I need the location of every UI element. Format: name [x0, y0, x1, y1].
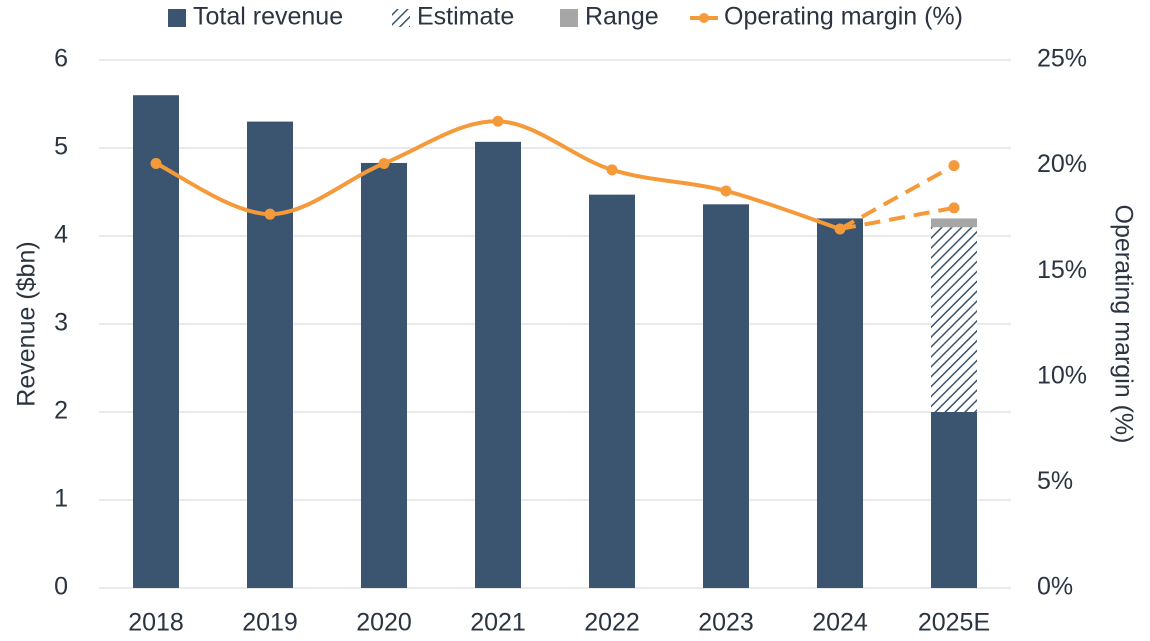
- legend-label: Total revenue: [193, 3, 343, 31]
- legend-swatch: [392, 9, 410, 27]
- legend-swatch: [168, 9, 186, 27]
- legend-marker: [699, 13, 709, 23]
- x-tick-label: 2019: [242, 609, 298, 637]
- y-tick-label: 5: [54, 133, 68, 161]
- bar: [817, 218, 863, 588]
- margin-estimate-line: [839, 163, 955, 231]
- x-tick-label: 2022: [584, 609, 640, 637]
- legend-swatch: [560, 9, 578, 27]
- x-tick-label: 2018: [128, 609, 184, 637]
- y2-tick-label: 15%: [1037, 256, 1087, 284]
- y2-tick-label: 10%: [1037, 361, 1087, 389]
- bar: [361, 162, 407, 588]
- margin-point: [150, 157, 162, 169]
- margin-estimate-line: [839, 205, 955, 231]
- margin-point: [492, 115, 504, 127]
- bar: [133, 95, 179, 588]
- legend-label: Estimate: [417, 3, 514, 31]
- y2-tick-label: 5%: [1037, 467, 1073, 495]
- y-tick-label: 6: [54, 45, 68, 73]
- y-tick-label: 1: [54, 485, 68, 513]
- bar: [703, 204, 749, 588]
- legend-label: Range: [585, 3, 659, 31]
- y2-tick-label: 25%: [1037, 45, 1087, 73]
- x-tick-label: 2024: [812, 609, 868, 637]
- margin-point: [606, 164, 618, 176]
- x-tick-label: 2025E: [918, 609, 990, 637]
- y-axis-title: Revenue ($bn): [13, 241, 41, 406]
- x-tick-label: 2023: [698, 609, 754, 637]
- y-tick-label: 3: [54, 309, 68, 337]
- y2-tick-label: 0%: [1037, 573, 1073, 601]
- y-tick-label: 0: [54, 573, 68, 601]
- x-tick-label: 2020: [356, 609, 412, 637]
- bar: [589, 194, 635, 588]
- bar: [931, 412, 977, 588]
- bar: [247, 121, 293, 588]
- y2-tick-label: 20%: [1037, 150, 1087, 178]
- margin-point: [378, 157, 390, 169]
- x-tick-label: 2021: [470, 609, 526, 637]
- bar: [931, 218, 977, 228]
- bar: [931, 227, 977, 412]
- bar: [475, 141, 521, 588]
- legend-label: Operating margin (%): [724, 3, 963, 31]
- margin-point: [264, 208, 276, 220]
- margin-estimate-point: [948, 202, 960, 214]
- margin-estimate-point: [948, 160, 960, 172]
- y-tick-label: 2: [54, 397, 68, 425]
- y2-axis-title: Operating margin (%): [1109, 205, 1137, 444]
- y-tick-label: 4: [54, 221, 68, 249]
- margin-point: [720, 185, 732, 197]
